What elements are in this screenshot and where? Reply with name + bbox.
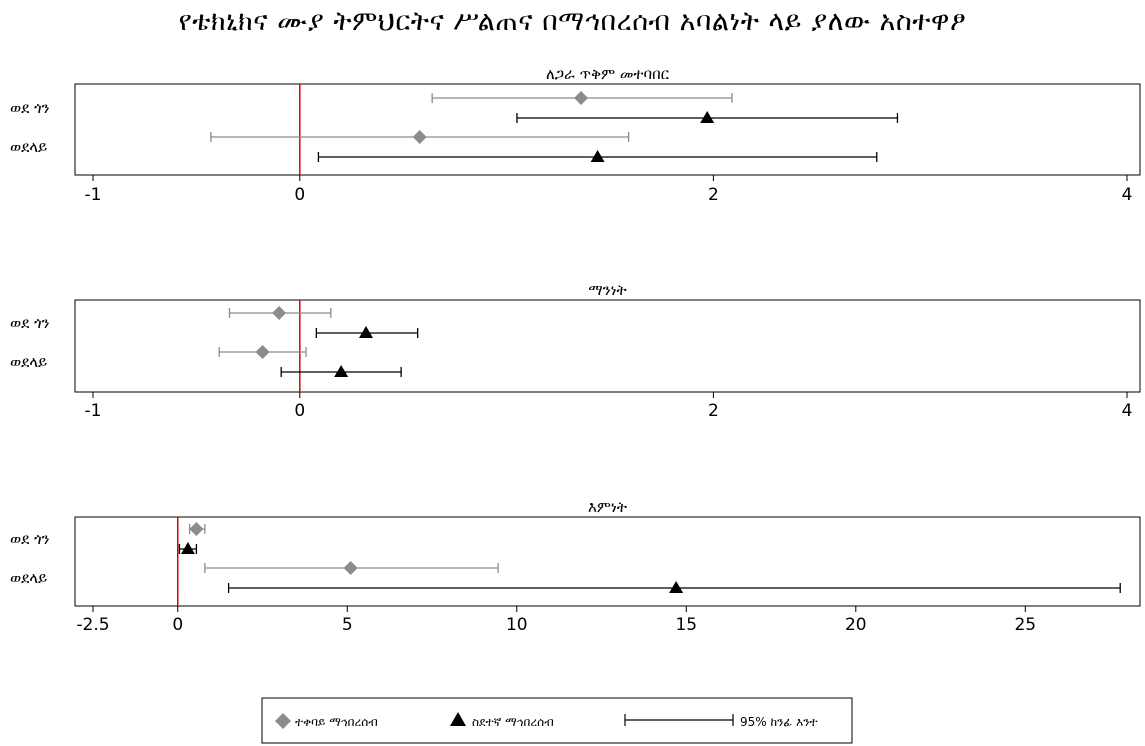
estimate-diamond [412, 130, 427, 144]
chart-title: የቴክኒክና ሙያ ትምህርትና ሥልጠና በማኅበረሰብ አባልነት ላይ ያ… [178, 6, 967, 37]
estimate-triangle [700, 111, 715, 123]
tick-label: 4 [1122, 185, 1133, 205]
row-label: ወደላይ [10, 569, 47, 587]
estimate-triangle [669, 581, 684, 593]
row-label: ወደ ጎን [10, 530, 50, 548]
estimate-diamond [574, 91, 589, 105]
tick-label: 2 [708, 401, 719, 421]
panel-1: ለጋራ ጥቅም መተባበር ወደ ጎን ወደላይ -1 0 2 4 [10, 65, 1141, 205]
tick-label: 0 [294, 401, 305, 421]
tick-label: 25 [1014, 615, 1036, 635]
estimate-triangle [590, 150, 605, 162]
tick-label: -1 [85, 185, 102, 205]
estimate-triangle [334, 365, 349, 377]
panels: ለጋራ ጥቅም መተባበር ወደ ጎን ወደላይ -1 0 2 4 ማንነት ወደ ጎን ወደላይ… [10, 65, 1141, 635]
legend: ተቀባይ ማኅበረሰብ ስደተኛ ማኅበረሰብ 95% ከንፊ እንተ [261, 697, 853, 744]
tick-label: 20 [845, 615, 867, 635]
panel-title: ማንነት [588, 281, 626, 299]
row-label: ወደላይ [10, 353, 47, 371]
panel-2: ማንነት ወደ ጎን ወደላይ -1 0 2 4 [10, 281, 1141, 421]
estimate-triangle [180, 542, 195, 554]
panel-title: እምነት [588, 498, 627, 516]
tick-label: 0 [294, 185, 305, 205]
legend-label: 95% ከንፊ እንተ [740, 715, 818, 729]
panel-title: ለጋራ ጥቅም መተባበር [546, 65, 670, 83]
plot-frame [74, 516, 1141, 607]
plot-frame [74, 299, 1141, 393]
tick-label: 5 [342, 615, 353, 635]
row-label: ወደ ጎን [10, 314, 50, 332]
estimate-diamond [255, 345, 270, 359]
tick-label: 2 [708, 185, 719, 205]
tick-label: 10 [506, 615, 528, 635]
tick-label: 4 [1122, 401, 1133, 421]
estimate-diamond [272, 306, 287, 320]
legend-diamond-icon [275, 713, 291, 729]
row-label: ወደላይ [10, 138, 47, 156]
panel-3: እምነት ወደ ጎን ወደላይ -2.5 0 5 10 15 20 25 [10, 498, 1141, 635]
estimate-diamond [343, 561, 358, 575]
plot-frame [74, 83, 1141, 176]
tick-label: -1 [85, 401, 102, 421]
tick-label: -2.5 [76, 615, 109, 635]
tick-label: 0 [172, 615, 183, 635]
legend-triangle-icon [450, 712, 466, 726]
legend-box [261, 697, 853, 744]
row-label: ወደ ጎን [10, 99, 50, 117]
legend-label: ተቀባይ ማኅበረሰብ [295, 715, 378, 729]
estimate-triangle [358, 326, 373, 338]
estimate-diamond [189, 522, 204, 536]
legend-label: ስደተኛ ማኅበረሰብ [472, 715, 554, 729]
tick-label: 15 [675, 615, 697, 635]
